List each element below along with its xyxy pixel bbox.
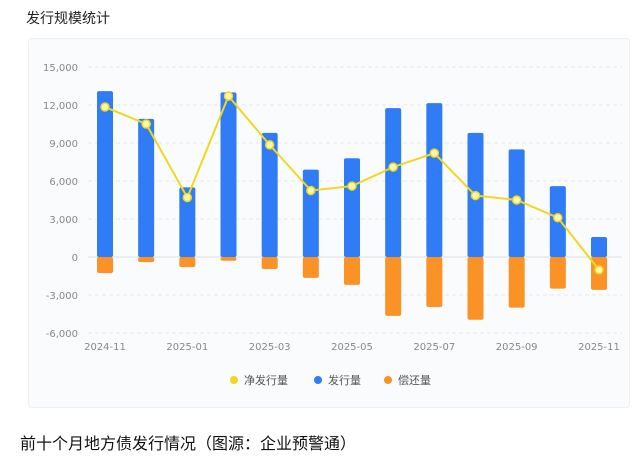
legend-label: 偿还量: [398, 373, 431, 387]
bar-issuance: [179, 187, 196, 257]
x-tick-label: 2025-03: [249, 342, 291, 353]
net-issuance-point: [388, 162, 398, 172]
net-issuance-point: [594, 265, 604, 275]
net-issuance-point: [264, 140, 275, 150]
net-issuance-point: [141, 119, 151, 129]
bar-repayment: [385, 257, 402, 316]
net-issuance-point: [223, 91, 234, 101]
chart-card: [28, 38, 630, 408]
bar-repayment: [302, 257, 319, 278]
bar-repayment: [220, 257, 237, 261]
x-tick-label: 2025-01: [166, 342, 208, 353]
bar-issuance: [97, 91, 113, 257]
x-tick-label: 2025-11: [578, 342, 620, 353]
net-issuance-point: [470, 190, 481, 201]
legend-label: 净发行量: [244, 373, 288, 387]
bar-repayment: [344, 257, 360, 285]
y-tick-label: 9,000: [49, 139, 78, 150]
bar-repayment: [261, 257, 278, 270]
net-issuance-point: [100, 102, 110, 112]
bar-repayment: [426, 257, 443, 308]
legend-marker: [314, 376, 322, 384]
x-tick-label: 2025-05: [331, 342, 373, 353]
bar-issuance: [261, 132, 278, 257]
bar-issuance: [385, 108, 402, 258]
y-tick-label: 0: [72, 253, 78, 264]
bar-issuance: [426, 103, 443, 257]
bar-repayment: [467, 257, 484, 320]
bar-issuance: [344, 158, 360, 257]
net-issuance-point: [511, 195, 522, 205]
chart: 15,000 12,000 9,000 6,000 3,000 0 -3,000 -6,000…: [43, 63, 622, 387]
x-tick-label: 2025-07: [413, 342, 455, 353]
legend-label: 发行量: [328, 373, 361, 387]
bar-issuance: [302, 169, 319, 257]
bar-repayment: [97, 257, 113, 273]
caption: 前十个月地方债发行情况（图源：企业预警通）: [20, 434, 357, 453]
bar-repayment: [138, 257, 155, 263]
bar-repayment: [179, 257, 196, 268]
bar-repayment: [549, 257, 566, 289]
bar-issuance: [220, 92, 237, 257]
net-issuance-point: [347, 181, 357, 191]
bar-repayment: [508, 257, 525, 308]
y-tick-label: 3,000: [49, 215, 78, 226]
y-tick-label: 15,000: [43, 63, 78, 74]
page-title: 发行规模统计: [26, 11, 110, 27]
y-tick-label: -3,000: [46, 291, 78, 302]
legend-marker: [230, 376, 238, 384]
x-tick-label: 2024-11: [84, 342, 126, 353]
legend-marker: [384, 376, 392, 384]
y-tick-label: 6,000: [49, 177, 78, 188]
net-issuance-point: [182, 192, 193, 203]
y-tick-label: 12,000: [43, 101, 78, 112]
y-tick-label: -6,000: [46, 329, 78, 340]
x-tick-label: 2025-09: [496, 342, 538, 353]
bar-issuance: [138, 118, 155, 257]
bar-issuance: [591, 236, 607, 257]
net-issuance-point: [429, 148, 440, 158]
net-issuance-point: [306, 185, 316, 196]
net-issuance-point: [553, 212, 563, 223]
